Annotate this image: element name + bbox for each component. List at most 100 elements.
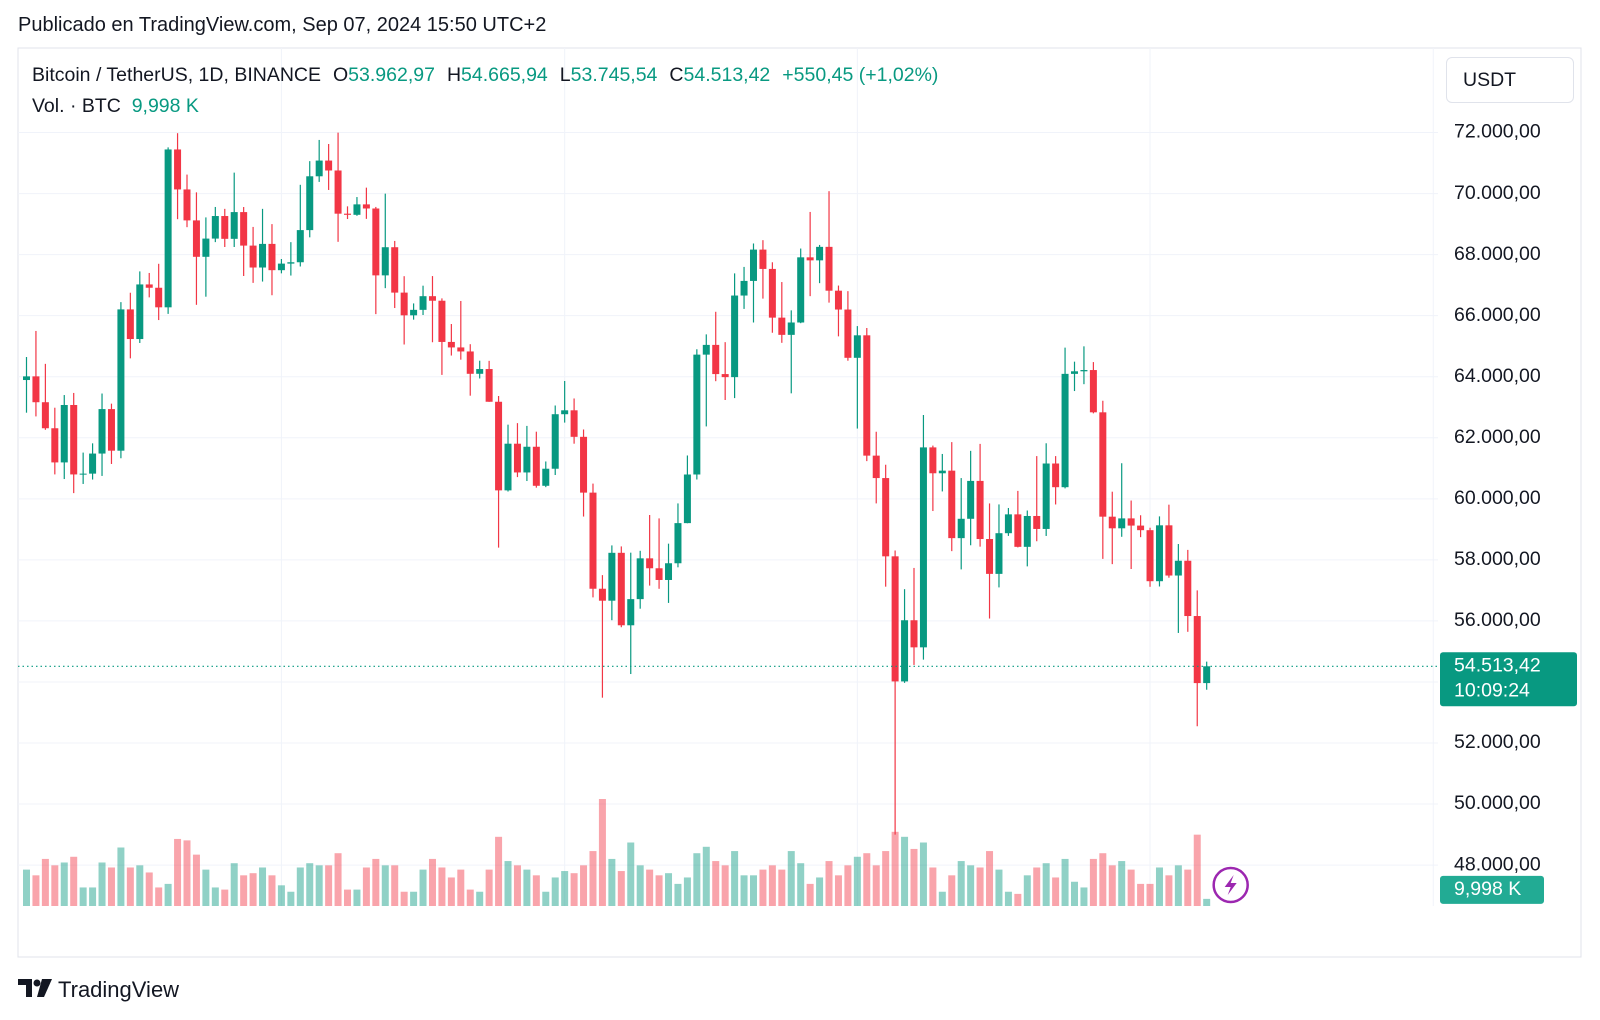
volume-bar xyxy=(1033,867,1041,906)
candle-body xyxy=(523,446,531,473)
volume-bar xyxy=(400,891,408,906)
candle-body xyxy=(126,309,134,340)
candle-body xyxy=(957,518,965,539)
y-tick-label: 62.000,00 xyxy=(1454,426,1541,448)
candle-body xyxy=(79,473,87,475)
volume-bar xyxy=(372,858,380,906)
volume-bar xyxy=(570,873,578,906)
candle-body xyxy=(51,428,59,463)
volume-bar xyxy=(1108,865,1116,906)
candle-body xyxy=(353,204,361,215)
volume-bar xyxy=(466,889,474,906)
volume-bar xyxy=(778,869,786,906)
volume-bar xyxy=(202,869,210,906)
candle-body xyxy=(296,230,304,263)
candle-body xyxy=(495,401,503,491)
candle-body xyxy=(1023,515,1031,547)
volume-bar xyxy=(787,851,795,906)
candle-body xyxy=(447,341,455,348)
volume-bar xyxy=(976,867,984,906)
volume-bar xyxy=(249,873,257,906)
candle-body xyxy=(107,409,115,451)
volume-bar xyxy=(32,875,40,906)
currency-button[interactable]: USDT xyxy=(1446,57,1574,103)
candle-body xyxy=(891,556,899,682)
last-price-label: 54.513,42 xyxy=(1454,654,1541,676)
y-tick-label: 58.000,00 xyxy=(1454,548,1541,570)
volume-bar xyxy=(561,871,569,906)
candle-body xyxy=(457,347,465,352)
volume-bar xyxy=(192,854,200,906)
volume-bar xyxy=(240,875,248,906)
candle-body xyxy=(334,170,342,214)
volume-bar xyxy=(457,869,465,906)
volume-bar xyxy=(211,887,219,906)
candle-body xyxy=(32,376,40,403)
candle-body xyxy=(230,212,238,239)
candle-body xyxy=(325,160,333,171)
candle-body xyxy=(561,410,569,415)
candle-body xyxy=(976,480,984,540)
candle-body xyxy=(834,290,842,310)
candle-body xyxy=(995,533,1003,574)
tv-logo xyxy=(18,979,52,997)
volume-title: Vol. · BTC xyxy=(32,95,121,117)
ohlc-value: 53.962,97 xyxy=(348,64,435,86)
volume-bar xyxy=(155,887,163,906)
candle-body xyxy=(240,212,248,246)
last-price-box xyxy=(1440,652,1577,707)
volume-bar xyxy=(901,836,909,906)
ohlc-item: L53.745,54 xyxy=(560,64,658,86)
candle-body xyxy=(1184,560,1192,617)
candle-body xyxy=(702,344,710,355)
y-tick-label: 48.000,00 xyxy=(1454,853,1541,875)
symbol-title: Bitcoin / TetherUS, 1D, BINANCE xyxy=(32,64,321,86)
candle-body xyxy=(749,249,757,281)
volume-bar xyxy=(79,887,87,906)
candle-body xyxy=(665,563,673,580)
candle-body xyxy=(221,216,229,239)
volume-bar xyxy=(589,851,597,906)
volume-bar xyxy=(702,846,710,906)
ohlc-value: 54.665,94 xyxy=(461,64,548,86)
candle-body xyxy=(344,213,352,215)
candle-body xyxy=(1118,518,1126,529)
countdown: 10:09:24 xyxy=(1454,679,1530,701)
volume-bar xyxy=(117,847,125,906)
candle-body xyxy=(617,552,625,626)
volume-bar xyxy=(806,883,814,906)
published-note: Publicado en TradingView.com, Sep 07, 20… xyxy=(18,14,547,36)
volume-bar xyxy=(89,887,97,906)
candle-body xyxy=(476,369,484,374)
candle-body xyxy=(1042,463,1050,529)
plot: Jun Jul Ago Sep Oc xyxy=(18,132,1438,906)
volume-bar xyxy=(693,853,701,906)
candle-body xyxy=(768,268,776,318)
candle-body xyxy=(249,245,257,268)
volume-bar xyxy=(381,865,389,906)
volume-bar xyxy=(910,848,918,906)
candle-body xyxy=(504,443,512,491)
candle-body xyxy=(948,470,956,539)
candle-body xyxy=(164,149,172,308)
volume-bar xyxy=(674,883,682,906)
volume-bar xyxy=(447,877,455,906)
volume-bar xyxy=(1127,869,1135,906)
volume-bar xyxy=(1118,861,1126,906)
candle-body xyxy=(438,300,446,342)
volume-bar xyxy=(768,865,776,906)
volume-bar xyxy=(1080,887,1088,906)
candle-body xyxy=(41,402,49,429)
volume-bar xyxy=(665,873,673,906)
candle-body xyxy=(174,149,182,190)
volume-bar xyxy=(277,885,285,906)
footer-brand: TradingView xyxy=(58,977,180,1002)
lightning-bolt xyxy=(1224,875,1237,895)
volume-value: 9,998 K xyxy=(131,95,199,117)
volume-bar xyxy=(986,851,994,906)
candle-body xyxy=(1004,514,1012,534)
volume-bar xyxy=(882,851,890,906)
volume-bar xyxy=(1014,893,1022,906)
candle-body xyxy=(306,176,314,231)
